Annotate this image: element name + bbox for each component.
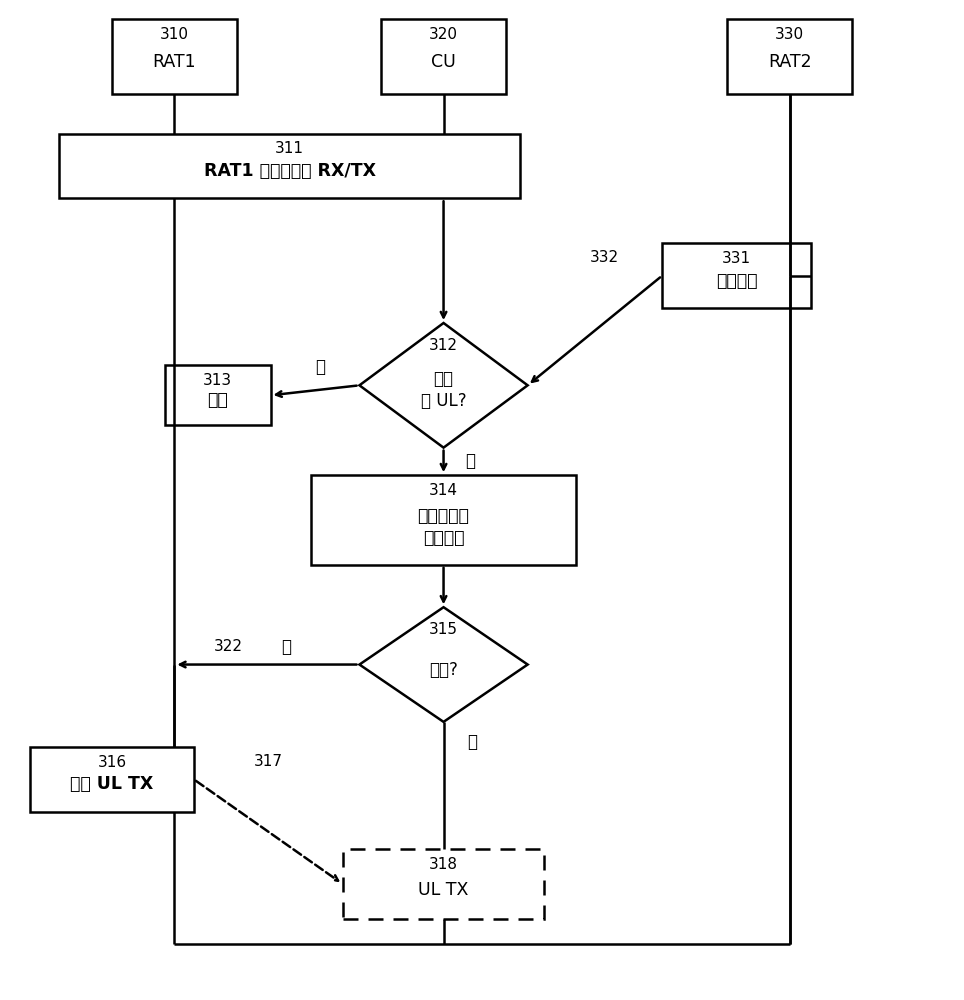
Text: 310: 310 (160, 27, 189, 42)
Text: 311: 311 (276, 141, 305, 156)
Bar (30, 747, 194, 812)
Bar (59, 134, 521, 198)
Bar (727, 19, 852, 94)
Text: 否: 否 (315, 358, 325, 376)
Text: 冲突?: 冲突? (429, 661, 458, 679)
Text: 316: 316 (97, 755, 126, 770)
Bar (311, 475, 576, 565)
Text: 315: 315 (429, 622, 458, 637)
Text: 317: 317 (254, 754, 282, 769)
Text: 322: 322 (214, 639, 243, 654)
Text: 320: 320 (429, 27, 458, 42)
Text: 确立间隙: 确立间隙 (716, 272, 758, 290)
Text: 331: 331 (722, 251, 751, 266)
Text: RAT2: RAT2 (767, 53, 812, 71)
Polygon shape (360, 607, 527, 722)
Text: RAT1: RAT1 (152, 53, 197, 71)
Text: 313: 313 (203, 373, 232, 388)
Text: 否: 否 (468, 733, 477, 751)
Bar (112, 19, 237, 94)
Bar (165, 365, 271, 425)
Text: 332: 332 (590, 250, 619, 265)
Text: 314: 314 (429, 483, 458, 498)
Text: 是: 是 (281, 638, 291, 656)
Text: 是: 是 (465, 452, 474, 470)
Bar (342, 849, 545, 919)
Text: 调节 UL TX: 调节 UL TX (70, 775, 153, 793)
Text: 330: 330 (775, 27, 804, 42)
Bar (662, 243, 812, 308)
Text: CU: CU (431, 53, 456, 71)
Text: UL TX: UL TX (418, 881, 469, 899)
Bar (381, 19, 506, 94)
Text: 318: 318 (429, 857, 458, 872)
Text: 为预期响应
确定时间: 为预期响应 确定时间 (417, 507, 469, 547)
Polygon shape (360, 323, 527, 448)
Text: 312: 312 (429, 338, 458, 353)
Text: 计划
的 UL?: 计划 的 UL? (420, 370, 467, 410)
Text: 结束: 结束 (207, 391, 228, 409)
Text: RAT1 使用无线电 RX/TX: RAT1 使用无线电 RX/TX (203, 162, 376, 180)
